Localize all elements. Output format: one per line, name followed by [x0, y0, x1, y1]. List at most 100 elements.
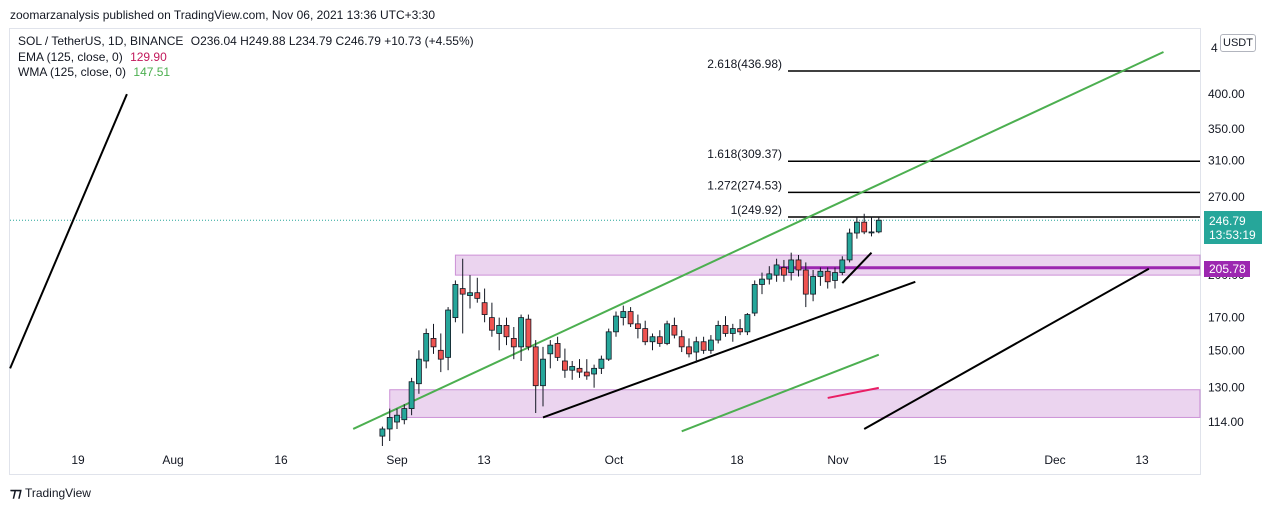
zone-price-tag: 205.78 — [1204, 261, 1250, 277]
legend-ema-row[interactable]: EMA (125, close, 0) 129.90 — [18, 50, 474, 66]
candle — [503, 317, 510, 346]
candle-body — [532, 346, 539, 387]
support-resistance-zone — [389, 389, 1201, 418]
candle — [766, 266, 773, 285]
candle-body — [868, 231, 875, 234]
published-caption: zoomarzanalysis published on TradingView… — [10, 8, 436, 22]
candle — [613, 311, 619, 337]
tradingview-logo-icon: ⁊⁊ — [10, 485, 22, 500]
candle — [671, 317, 678, 339]
candle-body — [379, 428, 386, 437]
candle — [437, 333, 444, 373]
candle — [795, 255, 802, 277]
price-axis-divider — [1200, 28, 1201, 475]
candle-body — [452, 284, 459, 319]
candle — [715, 320, 722, 344]
price-axis-label: 130.00 — [1208, 381, 1245, 395]
candle — [379, 426, 386, 446]
price-axis-label: 150.00 — [1208, 343, 1245, 357]
candle-body — [635, 323, 641, 329]
candle — [686, 338, 692, 358]
candle-body — [540, 358, 546, 387]
ema-value: 129.90 — [130, 49, 167, 64]
ohlc-values: O236.04 H249.88 L234.79 C246.79 +10.73 (… — [190, 34, 474, 48]
candle — [678, 330, 685, 353]
time-axis-label: 15 — [933, 453, 947, 467]
candle — [700, 336, 707, 354]
candle — [824, 267, 831, 289]
candle — [583, 359, 590, 380]
candle — [810, 269, 816, 302]
candle — [832, 267, 838, 289]
candle-body — [854, 221, 860, 234]
candle-body — [503, 325, 510, 338]
legend-wma-row[interactable]: WMA (125, close, 0) 147.51 — [18, 65, 474, 81]
legend-symbol-row: SOL / TetherUS, 1D, BINANCE O236.04 H249… — [18, 34, 474, 50]
price-axis-label: 350.00 — [1208, 122, 1245, 136]
candle — [868, 216, 875, 237]
tradingview-brand[interactable]: ⁊⁊ TradingView — [10, 485, 91, 501]
candle — [744, 313, 751, 336]
candle — [532, 340, 539, 413]
last-price-value: 246.79 — [1209, 214, 1246, 228]
candle — [722, 316, 729, 337]
candle-body — [839, 259, 846, 273]
candle — [525, 314, 532, 351]
candle — [408, 377, 415, 416]
candle-body — [802, 269, 809, 295]
trendline — [542, 280, 916, 419]
candle-body — [576, 367, 583, 373]
candle-body — [605, 331, 612, 360]
candle-body — [423, 333, 430, 362]
candle-body — [766, 273, 773, 280]
symbol-label[interactable]: SOL / TetherUS, 1D, BINANCE — [18, 34, 184, 48]
bar-countdown: 13:53:19 — [1209, 228, 1256, 242]
wma-label: WMA (125, close, 0) — [18, 65, 127, 79]
candle-body — [496, 325, 503, 334]
candle-body — [788, 259, 795, 273]
candle-body — [817, 270, 824, 277]
candle — [576, 359, 583, 378]
candle-body — [525, 318, 532, 348]
candle — [781, 259, 787, 282]
time-axis-label: 13 — [477, 453, 491, 467]
chart-legend: SOL / TetherUS, 1D, BINANCE O236.04 H249… — [18, 34, 474, 81]
candle-body — [744, 314, 751, 333]
candle-body — [751, 284, 758, 314]
trendline — [863, 267, 1150, 430]
candle — [394, 408, 400, 429]
time-axis-label: Oct — [605, 453, 624, 467]
time-axis-label: 18 — [730, 453, 744, 467]
candle-body — [430, 337, 437, 348]
candle-body — [875, 219, 882, 233]
candle — [598, 355, 605, 374]
candle — [649, 333, 656, 351]
wma-line — [681, 353, 880, 433]
candle-body — [861, 221, 868, 233]
candle-body — [737, 328, 743, 333]
candle-body — [642, 328, 649, 343]
candle — [627, 307, 634, 328]
time-axis-label: 16 — [274, 453, 288, 467]
candle-body — [686, 346, 692, 355]
candle — [452, 280, 459, 323]
candle-body — [591, 367, 597, 375]
candle — [445, 307, 452, 371]
fib-level-label: 1(249.92) — [731, 203, 782, 217]
candle-body — [773, 264, 780, 276]
candle-body — [562, 360, 568, 371]
candle-body — [518, 317, 524, 348]
candle-body — [649, 336, 656, 343]
time-axis-label: 19 — [71, 453, 85, 467]
ema-label: EMA (125, close, 0) — [18, 49, 123, 64]
candle-body — [781, 267, 787, 276]
candle — [459, 258, 466, 334]
currency-button[interactable]: USDT — [1220, 34, 1256, 52]
candle-body — [394, 414, 400, 423]
candle — [467, 275, 473, 309]
candle — [861, 213, 868, 235]
time-axis-label: Dec — [1044, 453, 1065, 467]
candle — [562, 348, 568, 378]
candle-body — [474, 292, 481, 299]
